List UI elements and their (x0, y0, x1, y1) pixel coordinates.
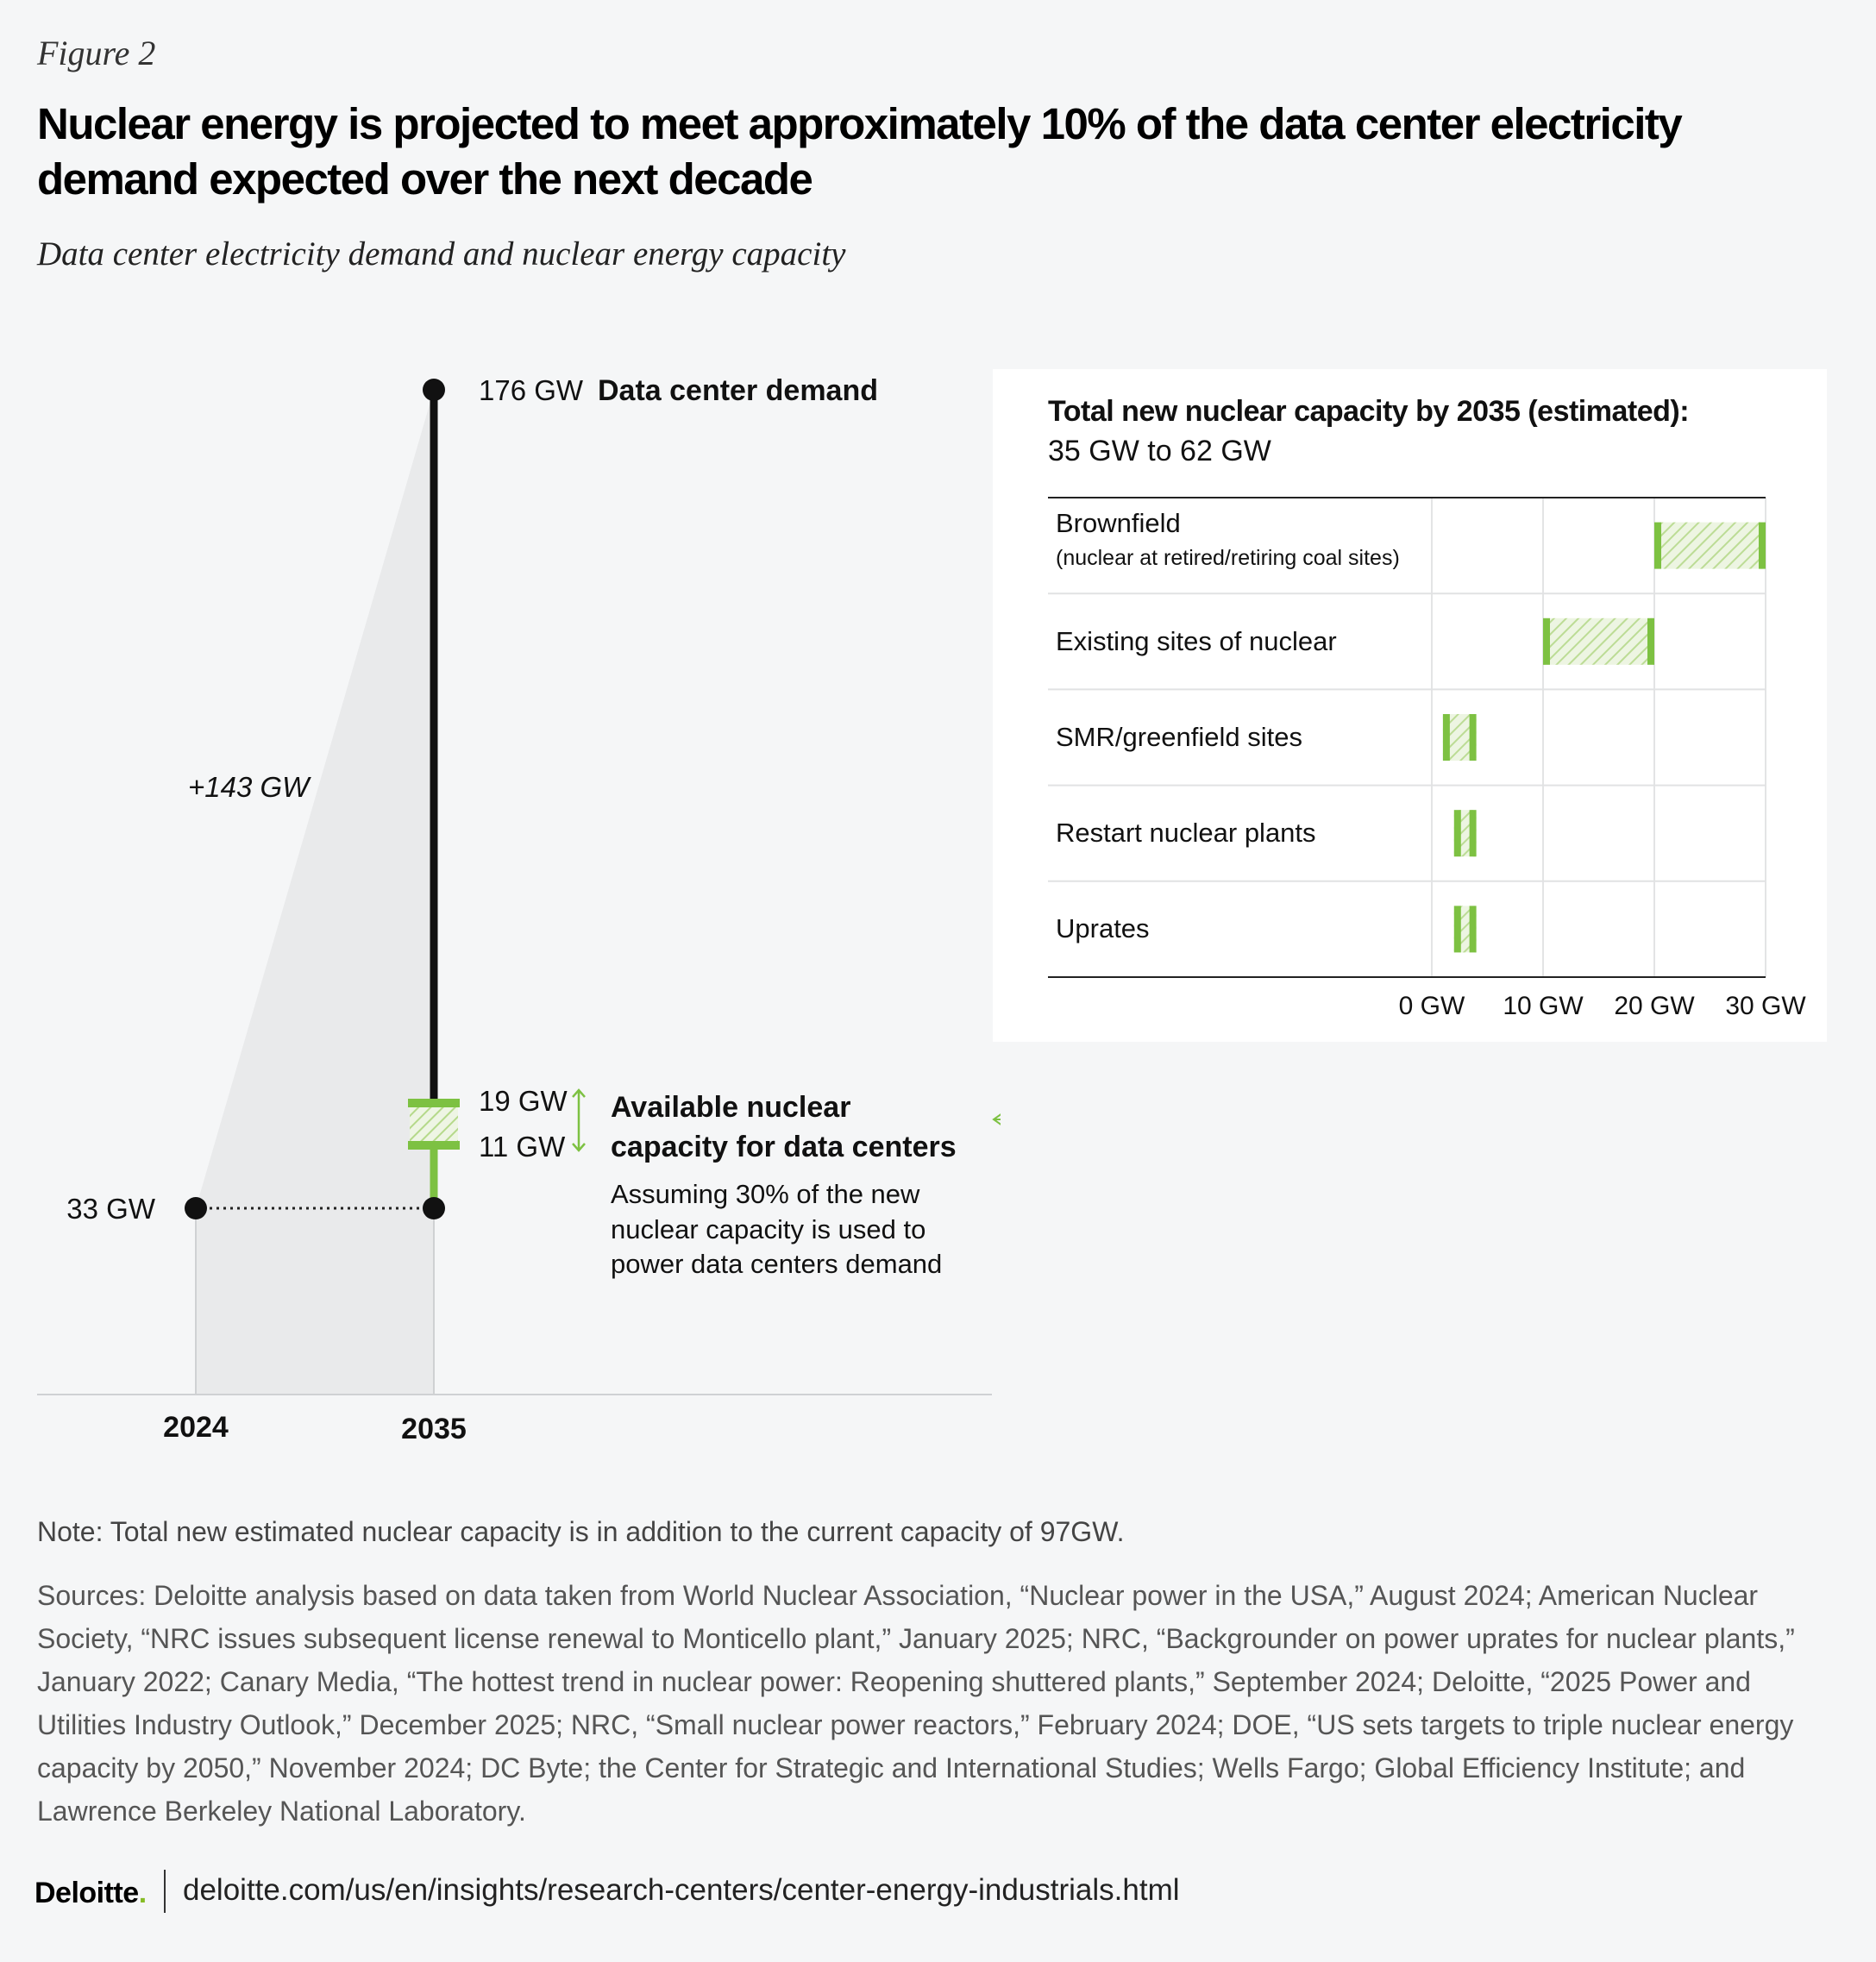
range-bar-max (1759, 522, 1766, 569)
label-nuclear-high: 19 GW (479, 1085, 568, 1117)
panel-connector-arrow (992, 1113, 1001, 1125)
category-label: Existing sites of nuclear (1056, 625, 1337, 656)
label-nuclear-title-line1: Available nuclear (611, 1091, 850, 1124)
range-bar (1543, 617, 1654, 665)
category-label: SMR/greenfield sites (1056, 722, 1303, 752)
chart-subtitle: Data center electricity demand and nucle… (37, 235, 846, 273)
range-bar-max (1469, 810, 1477, 857)
category-label: Uprates (1056, 913, 1150, 944)
label-growth: +143 GW (188, 771, 311, 803)
sources: Sources: Deloitte analysis based on data… (37, 1580, 1795, 1827)
x-tick-label: 30 GW (1725, 992, 1806, 1020)
x-tick-label: 2035 (401, 1413, 467, 1445)
range-bar-min (1654, 522, 1661, 569)
deloitte-logo: Deloitte. (35, 1877, 147, 1910)
point-2035-baseline (423, 1197, 445, 1219)
panel-title: Total new nuclear capacity by 2035 (esti… (1048, 395, 1690, 428)
nuclear-range-box (410, 1103, 458, 1145)
range-bar-min (1453, 906, 1461, 953)
range-bar (1654, 522, 1766, 569)
category-label: Restart nuclear plants (1056, 818, 1316, 849)
label-nuclear-note-line3: power data centers demand (611, 1249, 942, 1279)
panel-subtitle: 35 GW to 62 GW (1048, 435, 1271, 467)
label-nuclear-note-line2: nuclear capacity is used to (611, 1214, 925, 1244)
point-2024 (185, 1197, 207, 1219)
label-end-title: Data center demand (598, 374, 878, 407)
note: Note: Total new estimated nuclear capaci… (37, 1516, 1125, 1547)
label-nuclear-low: 11 GW (479, 1131, 566, 1163)
range-bar-max (1469, 906, 1477, 953)
point-2035-demand (423, 379, 445, 401)
label-nuclear-note-line1: Assuming 30% of the new (611, 1179, 920, 1209)
range-bar-min (1453, 810, 1461, 857)
label-nuclear-title-line2: capacity for data centers (611, 1131, 957, 1163)
demand-chart: 33 GW 176 GW Data center demand +143 GW … (37, 374, 1001, 1445)
label-start-value: 33 GW (66, 1193, 156, 1225)
demand-growth-shading (196, 390, 434, 1395)
x-tick-label: 0 GW (1398, 992, 1465, 1020)
range-bar-max (1469, 714, 1477, 761)
capacity-range-chart (1048, 497, 1766, 978)
nuclear-capacity-panel (993, 369, 1827, 1042)
logo-text: Deloitte (35, 1877, 139, 1909)
range-bar-max (1647, 617, 1654, 665)
figure-label: Figure 2 (37, 34, 156, 72)
x-tick-label: 20 GW (1614, 992, 1695, 1020)
footer-divider (164, 1870, 166, 1913)
x-tick-label: 2024 (163, 1411, 229, 1444)
range-bar-min (1442, 714, 1450, 761)
category-label: Brownfield (1056, 507, 1181, 538)
x-tick-label: 10 GW (1503, 992, 1584, 1020)
range-bar-min (1543, 617, 1550, 665)
category-sublabel: (nuclear at retired/retiring coal sites) (1056, 545, 1400, 570)
footer-url[interactable]: deloitte.com/us/en/insights/research-cen… (183, 1873, 1180, 1907)
range-arrow-icon (572, 1088, 586, 1152)
label-end-value: 176 GW (479, 374, 584, 406)
chart-title: Nuclear energy is projected to meet appr… (37, 99, 1683, 204)
logo-dot: . (138, 1877, 147, 1909)
